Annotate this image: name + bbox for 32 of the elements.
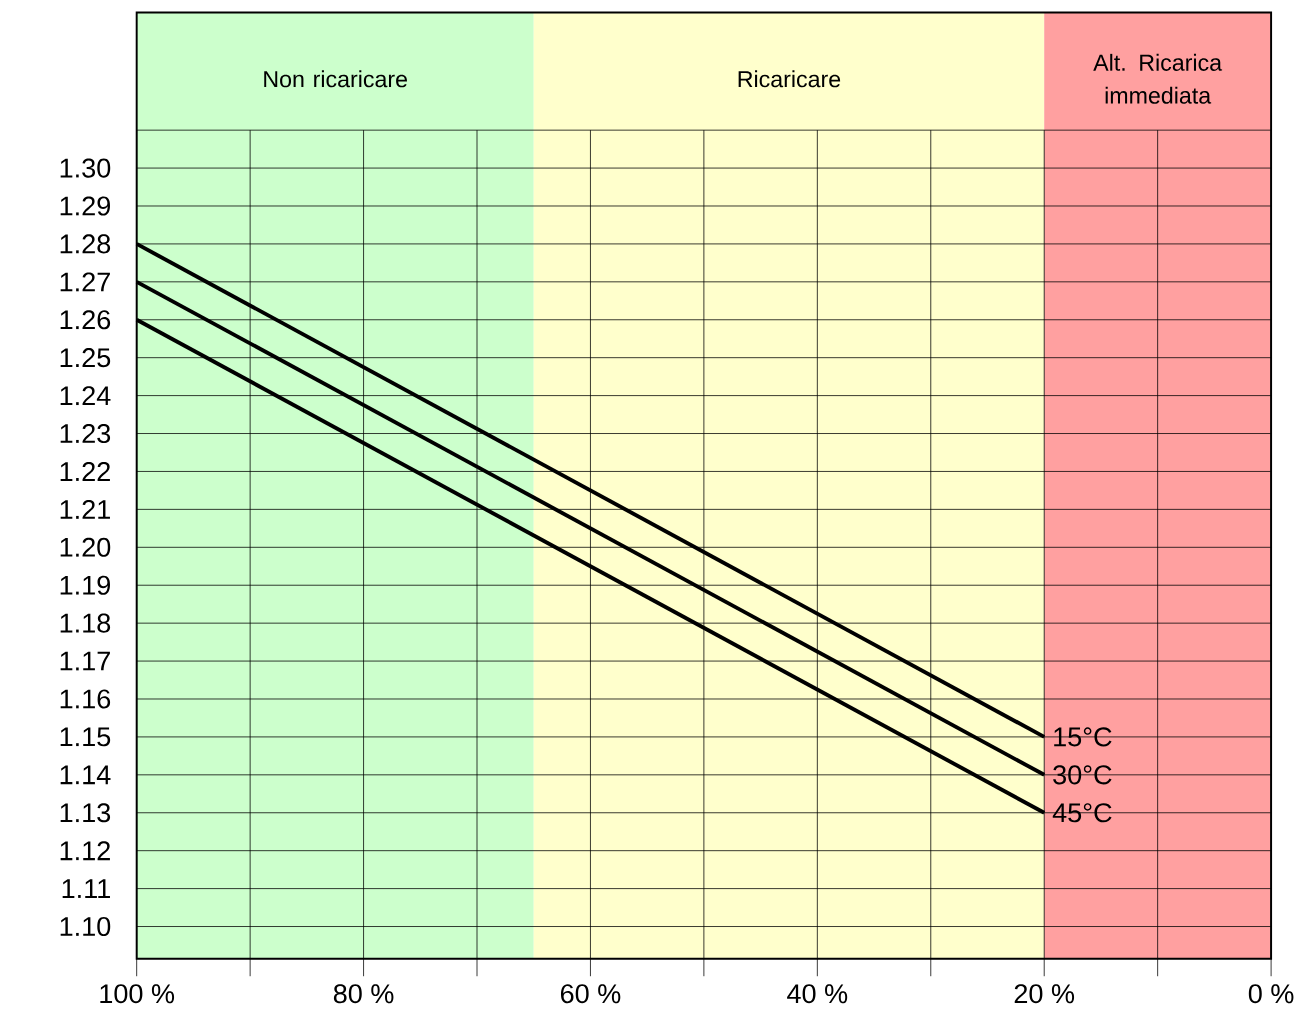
- x-tick-label: 20 %: [1014, 984, 1075, 1004]
- y-tick-label: 1.11: [62, 879, 110, 898]
- band-label: Alt. Ricarica immediata: [1093, 53, 1223, 104]
- band-label: Non ricaricare: [264, 70, 407, 88]
- y-tick-label: 1.10: [60, 916, 111, 937]
- x-tick-label: 60 %: [560, 984, 621, 1004]
- x-tick-label: 100 %: [100, 984, 175, 1004]
- y-tick-label: 1.12: [60, 841, 110, 861]
- y-tick-label: 1.28: [60, 234, 111, 254]
- y-tick-label: 1.25: [60, 348, 111, 368]
- y-tick-label: 1.18: [60, 613, 111, 633]
- y-tick-label: 1.26: [60, 310, 111, 330]
- y-tick-label: 1.23: [60, 423, 111, 444]
- y-tick-label: 1.13: [60, 803, 111, 823]
- y-tick-label: 1.16: [60, 689, 111, 709]
- band-label: Ricaricare: [738, 70, 841, 88]
- y-tick-label: 1.20: [60, 537, 111, 557]
- y-tick-label: 1.30: [60, 158, 111, 178]
- y-tick-label: 1.29: [60, 196, 110, 216]
- series-label: 15°C: [1054, 727, 1112, 747]
- y-tick-label: 1.21: [60, 499, 110, 519]
- y-tick-label: 1.24: [60, 386, 111, 405]
- series-label: 30°C: [1053, 765, 1112, 785]
- y-tick-label: 1.17: [60, 651, 110, 671]
- x-tick-label: 40 %: [787, 984, 848, 1004]
- y-tick-label: 1.14: [60, 765, 111, 785]
- x-tick-label: 80 %: [333, 984, 394, 1004]
- y-tick-label: 1.27: [60, 272, 110, 292]
- y-tick-label: 1.19: [60, 575, 110, 595]
- y-tick-label: 1.22: [60, 461, 110, 481]
- x-tick-label: 0 %: [1248, 984, 1294, 1004]
- y-tick-label: 1.15: [60, 727, 111, 747]
